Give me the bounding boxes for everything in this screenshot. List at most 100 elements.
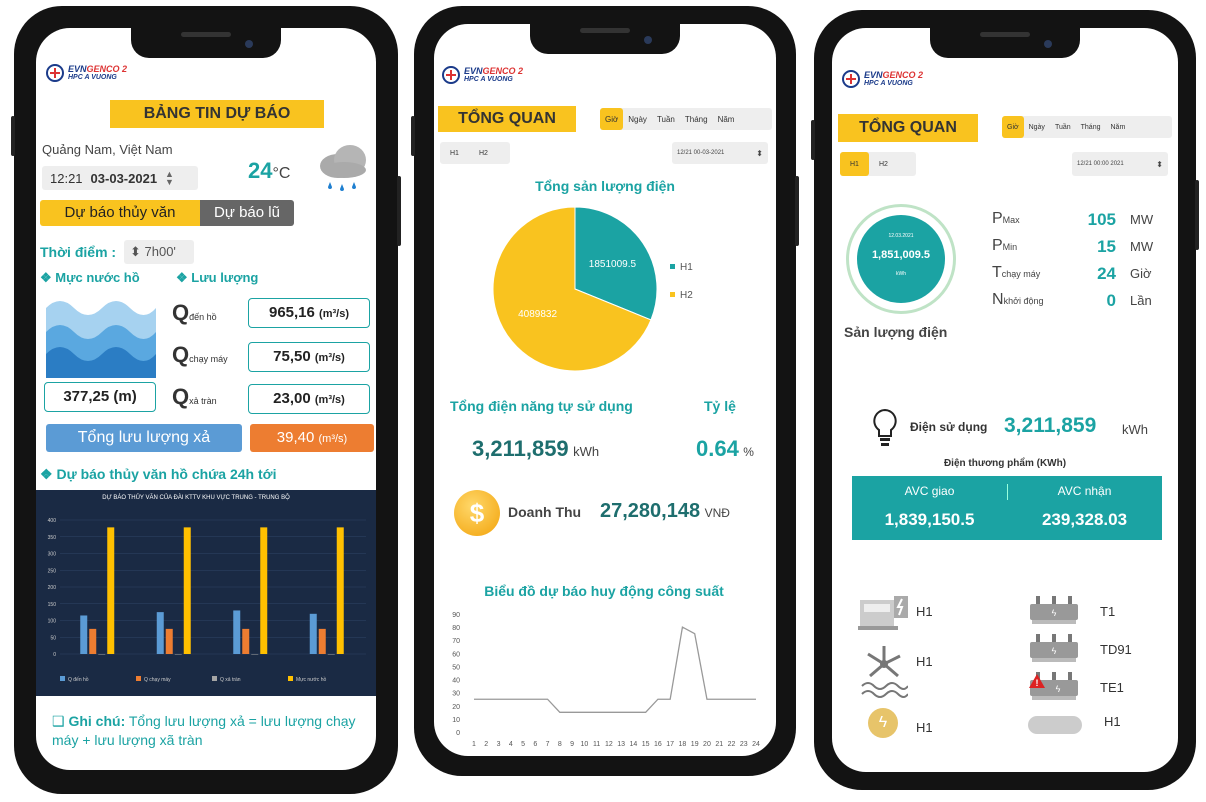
date-range-picker[interactable]: 12/21 00:00 2021 ⬍ bbox=[1072, 152, 1168, 176]
legend-swatch bbox=[670, 264, 675, 269]
stepper-icon: ⬍ bbox=[756, 148, 763, 158]
tab-hydro[interactable]: Dự báo thủy văn bbox=[40, 200, 200, 226]
avc-recv-label: AVC nhận bbox=[1057, 484, 1112, 498]
x-tick-label: 6 bbox=[533, 741, 537, 748]
date-text: 03-03-2021 bbox=[90, 170, 158, 186]
water-level-label: ❖ Mực nước hồ bbox=[40, 270, 140, 285]
bar bbox=[327, 654, 335, 655]
legend-label: Q chạy máy bbox=[144, 677, 171, 683]
equip-right-label: T1 bbox=[1100, 604, 1116, 619]
total-discharge-button[interactable]: Tổng lưu lượng xả bbox=[46, 424, 242, 452]
turbine-icon bbox=[860, 642, 909, 703]
x-tick-label: 10 bbox=[580, 741, 588, 748]
bar bbox=[174, 654, 182, 655]
bar bbox=[251, 654, 259, 655]
y-tick-label: 250 bbox=[48, 568, 57, 574]
bar bbox=[80, 615, 88, 654]
commercial-label: Điện thương phẩm (KWh) bbox=[943, 458, 1067, 469]
datetime-picker[interactable]: 12:21 03-03-2021 ▲ ▼ bbox=[42, 166, 198, 190]
avc-give-label: AVC giao bbox=[904, 484, 955, 498]
y-tick-label: 10 bbox=[452, 717, 460, 724]
x-tick-label: 2 bbox=[484, 741, 488, 748]
x-tick-label: 8 bbox=[558, 741, 562, 748]
y-tick-label: 80 bbox=[452, 625, 460, 632]
y-tick-label: 40 bbox=[452, 678, 460, 685]
equip-right-label: TE1 bbox=[1100, 680, 1124, 695]
seg-day[interactable]: Ngày bbox=[1028, 123, 1045, 131]
period-selector: Giờ Ngày Tuần Tháng Năm bbox=[600, 108, 772, 130]
seg-day[interactable]: Ngày bbox=[628, 114, 647, 124]
seg-hour[interactable]: Giờ bbox=[1002, 116, 1024, 138]
evn-logo: EVNGENCO 2 HPC A VUONG bbox=[842, 70, 923, 88]
x-tick-label: 22 bbox=[728, 741, 736, 748]
unit-selector: H1 H2 bbox=[440, 142, 510, 164]
x-tick-label: 9 bbox=[570, 741, 574, 748]
seg-week[interactable]: Tuần bbox=[1054, 123, 1071, 131]
seg-week[interactable]: Tuần bbox=[656, 114, 675, 124]
svg-text:ϟ: ϟ bbox=[1056, 684, 1061, 694]
water-waves-icon bbox=[46, 294, 156, 378]
stat-row: PMax 105 MW bbox=[992, 210, 1154, 229]
bar bbox=[260, 527, 268, 654]
elec-use-label: Điện sử dụng bbox=[910, 420, 988, 434]
legend-label: Q đến hồ bbox=[68, 677, 89, 683]
screen-1: EVNGENCO 2 HPC A VUONG BẢNG TIN DỰ BÁO Qu… bbox=[36, 28, 376, 770]
seg-month[interactable]: Tháng bbox=[1080, 123, 1101, 131]
legend-swatch bbox=[288, 676, 293, 681]
unit-h2[interactable]: H2 bbox=[478, 149, 488, 157]
stat-row: PMin 15 MW bbox=[992, 237, 1154, 256]
legend-label: H2 bbox=[680, 290, 693, 301]
self-use-value: 3,211,859 kWh bbox=[472, 436, 600, 461]
q-turbine-value: 75,50 (m³/s) bbox=[248, 342, 370, 372]
legend-label: H1 bbox=[680, 262, 693, 273]
cloud-rain-icon bbox=[316, 140, 372, 194]
legend-swatch bbox=[670, 292, 675, 297]
phone-3: EVNGENCO 2 HPC A VUONG TỔNG QUAN Giờ Ngày… bbox=[811, 10, 1199, 790]
stepper-icon: ⬍ bbox=[1156, 159, 1163, 169]
y-tick-label: 150 bbox=[48, 602, 57, 608]
seg-hour[interactable]: Giờ bbox=[600, 108, 624, 130]
pie-slice bbox=[574, 206, 658, 321]
y-tick-label: 50 bbox=[50, 635, 56, 641]
svg-text:!: ! bbox=[1036, 678, 1039, 688]
x-tick-label: 21 bbox=[715, 741, 723, 748]
phone-2: EVNGENCO 2 HPC A VUONG TỔNG QUAN Giờ Ngày… bbox=[411, 6, 799, 776]
unit-h2[interactable]: H2 bbox=[878, 160, 888, 168]
ratio-value: 0.64 % bbox=[696, 436, 754, 461]
flow-label: ❖ Lưu lượng bbox=[176, 270, 259, 285]
x-tick-label: 16 bbox=[654, 741, 662, 748]
bar bbox=[242, 628, 250, 654]
gauge-value: 1,851,009.5 bbox=[871, 249, 931, 261]
date-range-picker[interactable]: 12/21 00-03-2021 ⬍ bbox=[672, 142, 768, 164]
seg-month[interactable]: Tháng bbox=[684, 114, 708, 124]
page-title: BẢNG TIN DỰ BÁO bbox=[110, 100, 324, 128]
seg-year[interactable]: Năm bbox=[1110, 123, 1126, 131]
unit-h1[interactable]: H1 bbox=[840, 152, 869, 176]
page-title: TỔNG QUAN bbox=[838, 114, 978, 142]
equip-right-label: TD91 bbox=[1100, 642, 1132, 657]
gauge-unit: kWh bbox=[896, 271, 906, 277]
bar bbox=[318, 628, 326, 654]
tab-flood[interactable]: Dự báo lũ bbox=[200, 200, 294, 226]
stats-table: PMax 105 MW PMin 15 MW Tchạy máy 24 Giờ … bbox=[992, 210, 1172, 318]
self-use-label: Tổng điện năng tự sử dụng bbox=[450, 398, 633, 414]
y-tick-label: 30 bbox=[452, 691, 460, 698]
seg-year[interactable]: Năm bbox=[717, 114, 735, 124]
y-tick-label: 90 bbox=[452, 612, 460, 619]
x-tick-label: 19 bbox=[691, 741, 699, 748]
notch bbox=[930, 28, 1080, 58]
moment-picker[interactable]: ⬍ 7h00' bbox=[124, 240, 194, 264]
svg-text:ϟ: ϟ bbox=[1052, 646, 1057, 656]
q-inflow-value: 965,16 (m³/s) bbox=[248, 298, 370, 328]
equip-left-label: H1 bbox=[916, 604, 933, 619]
pie-value-label: 1851009.5 bbox=[589, 259, 637, 270]
y-tick-label: 70 bbox=[452, 638, 460, 645]
unit-h1[interactable]: H1 bbox=[450, 149, 459, 157]
moment-label: Thời điểm : bbox=[40, 244, 117, 260]
stepper-icon[interactable]: ▲ ▼ bbox=[165, 169, 174, 187]
q-spill-value: 23,00 (m³/s) bbox=[248, 384, 370, 414]
x-tick-label: 18 bbox=[679, 741, 687, 748]
coin-icon: $ bbox=[454, 490, 500, 536]
elec-use-unit: kWh bbox=[1122, 422, 1148, 437]
